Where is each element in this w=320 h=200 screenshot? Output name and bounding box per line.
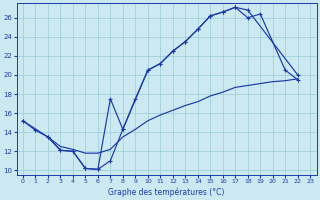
X-axis label: Graphe des températures (°C): Graphe des températures (°C) — [108, 187, 225, 197]
